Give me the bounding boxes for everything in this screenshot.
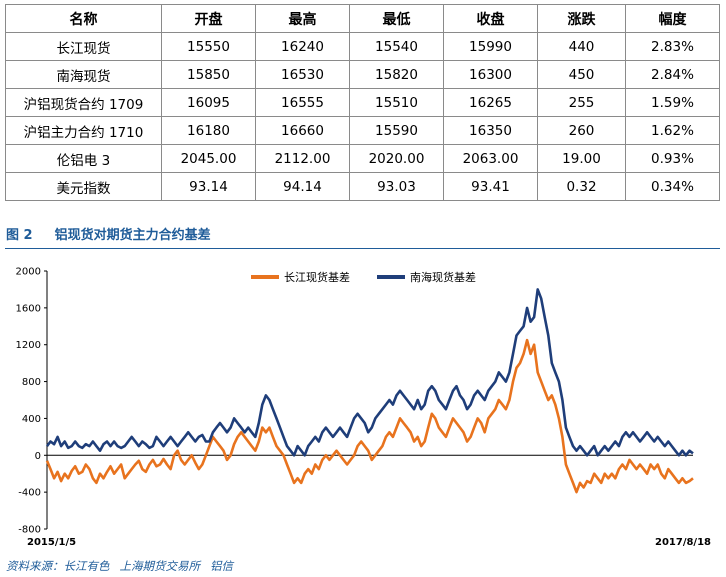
table-cell: 450 xyxy=(537,60,626,89)
table-cell: 美元指数 xyxy=(5,172,162,201)
table-cell: 15590 xyxy=(349,116,444,145)
table-cell: 93.14 xyxy=(161,172,256,201)
header-close: 收盘 xyxy=(443,4,538,33)
y-tick-label: 800 xyxy=(22,377,41,388)
y-tick-label: 0 xyxy=(35,451,41,462)
figure-title: 图 2 铝现货对期货主力合约基差 xyxy=(6,224,211,243)
table-cell: 伦铝电 3 xyxy=(5,144,162,173)
table-cell: 沪铝现货合约 1709 xyxy=(5,88,162,117)
y-tick-label: 1200 xyxy=(16,340,41,351)
table-row: 长江现货 15550 16240 15540 15990 440 2.83% xyxy=(5,32,720,61)
header-percent: 幅度 xyxy=(625,4,720,33)
table-cell: 2063.00 xyxy=(443,144,538,173)
table-cell: 0.32 xyxy=(537,172,626,201)
table-cell: 16530 xyxy=(255,60,350,89)
legend: 长江现货基差 南海现货基差 xyxy=(251,270,476,284)
table-cell: 0.34% xyxy=(625,172,720,201)
y-tick-label: 2000 xyxy=(16,267,41,278)
table-cell: 2020.00 xyxy=(349,144,444,173)
table-cell: 15990 xyxy=(443,32,538,61)
table-cell: 19.00 xyxy=(537,144,626,173)
x-start-label: 2015/1/5 xyxy=(27,537,76,548)
basis-line-chart: 2000 1600 1200 800 400 0 -400 -800 长江现货基差 南海现货基差… xyxy=(16,267,711,549)
source-text-3: 铝信 xyxy=(210,559,233,573)
plot-lines xyxy=(45,288,694,494)
table-cell: 16265 xyxy=(443,88,538,117)
header-high: 最高 xyxy=(255,4,350,33)
table-cell: 16350 xyxy=(443,116,538,145)
table-cell: 15540 xyxy=(349,32,444,61)
x-end-label: 2017/8/18 xyxy=(655,537,711,548)
y-tick-label: -400 xyxy=(18,488,41,499)
table-cell: 16300 xyxy=(443,60,538,89)
table-cell: 2.84% xyxy=(625,60,720,89)
table-row: 沪铝主力合约 1710 16180 16660 15590 16350 260 … xyxy=(5,116,720,145)
legend-label: 南海现货基差 xyxy=(410,270,476,284)
source-note: 资料来源：长江有色 上海期货交易所 铝信 xyxy=(6,558,243,574)
table-row: 美元指数 93.14 94.14 93.03 93.41 0.32 0.34% xyxy=(5,172,720,201)
table-cell: 15550 xyxy=(161,32,256,61)
table-row: 沪铝现货合约 1709 16095 16555 15510 16265 255 … xyxy=(5,88,720,117)
table-cell: 1.62% xyxy=(625,116,720,145)
table-cell: 15510 xyxy=(349,88,444,117)
figure-number: 图 2 xyxy=(6,228,33,243)
table-cell: 16660 xyxy=(255,116,350,145)
y-tick-label: -800 xyxy=(18,525,41,536)
figure-caption: 铝现货对期货主力合约基差 xyxy=(54,228,211,243)
header-low: 最低 xyxy=(349,4,444,33)
basis-chart: 2000 1600 1200 800 400 0 -400 -800 长江现货基差 南海现货基差… xyxy=(5,248,720,554)
header-open: 开盘 xyxy=(161,4,256,33)
table-cell: 1.59% xyxy=(625,88,720,117)
legend-swatch xyxy=(377,275,405,279)
table-cell: 16555 xyxy=(255,88,350,117)
table-cell: 沪铝主力合约 1710 xyxy=(5,116,162,145)
table-cell: 94.14 xyxy=(255,172,350,201)
table-cell: 2045.00 xyxy=(161,144,256,173)
y-tick-label: 400 xyxy=(22,414,41,425)
table-cell: 南海现货 xyxy=(5,60,162,89)
source-text-1: 资料来源：长江有色 xyxy=(6,559,110,573)
table-cell: 15850 xyxy=(161,60,256,89)
table-cell: 长江现货 xyxy=(5,32,162,61)
table-cell: 2.83% xyxy=(625,32,720,61)
header-name: 名称 xyxy=(5,4,162,33)
series-line-changjiang xyxy=(45,338,694,494)
table-cell: 15820 xyxy=(349,60,444,89)
table-cell: 93.03 xyxy=(349,172,444,201)
table-cell: 16180 xyxy=(161,116,256,145)
table-row: 南海现货 15850 16530 15820 16300 450 2.84% xyxy=(5,60,720,89)
table-cell: 255 xyxy=(537,88,626,117)
table-cell: 16095 xyxy=(161,88,256,117)
table-cell: 260 xyxy=(537,116,626,145)
table-cell: 440 xyxy=(537,32,626,61)
table-cell: 16240 xyxy=(255,32,350,61)
y-tick-label: 1600 xyxy=(16,303,41,314)
table-row: 伦铝电 3 2045.00 2112.00 2020.00 2063.00 19… xyxy=(5,144,720,173)
table-cell: 0.93% xyxy=(625,144,720,173)
y-axis: 2000 1600 1200 800 400 0 -400 -800 xyxy=(16,267,693,536)
legend-label: 长江现货基差 xyxy=(284,270,350,284)
table-cell: 93.41 xyxy=(443,172,538,201)
header-change: 涨跌 xyxy=(537,4,626,33)
source-text-2: 上海期货交易所 xyxy=(119,559,201,573)
legend-swatch xyxy=(251,275,279,279)
table-header-row: 名称 开盘 最高 最低 收盘 涨跌 幅度 xyxy=(5,4,720,33)
table-cell: 2112.00 xyxy=(255,144,350,173)
quote-table: 名称 开盘 最高 最低 收盘 涨跌 幅度 长江现货 15550 16240 15… xyxy=(5,4,720,201)
series-line-nanhai xyxy=(45,288,694,457)
